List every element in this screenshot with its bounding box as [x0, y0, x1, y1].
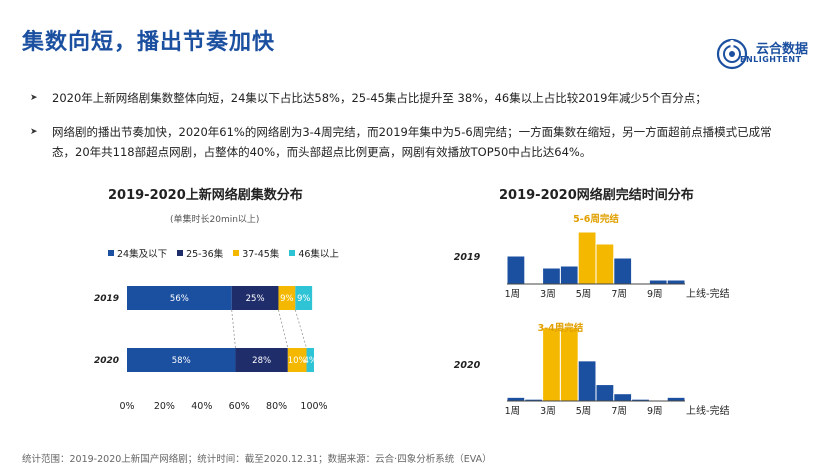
x-tick-label: 60% — [229, 401, 250, 412]
bar-segment — [306, 348, 314, 372]
x-tick-label: 7周 — [611, 289, 627, 300]
left-chart-subtitle: (单集时长20min以上) — [170, 215, 260, 225]
bullet-2: ➤ 网络剧的播出节奏加快，2020年61%的网络剧为3-4周完结，而2019年集… — [30, 122, 774, 162]
legend-label: 25-36集 — [186, 249, 224, 260]
data-label: 25% — [246, 294, 265, 304]
legend-swatch — [289, 250, 296, 256]
legend-swatch — [233, 250, 240, 256]
x-tick-label: 7周 — [611, 406, 627, 417]
legend-swatch — [177, 250, 184, 256]
x-tick-label: 40% — [191, 401, 212, 412]
x-axis-label: 上线-完结 — [686, 287, 730, 300]
panel-year-label: 2019 — [454, 252, 481, 263]
highlight-annotation: 5-6周完结 — [573, 213, 619, 225]
highlight-annotation: 3-4周完结 — [538, 322, 584, 334]
histogram-bar — [559, 265, 579, 285]
legend-label: 46集以上 — [298, 249, 339, 260]
bar-segment — [278, 286, 296, 310]
x-axis-label: 上线-完结 — [686, 404, 730, 417]
histogram-bar — [666, 279, 686, 285]
bar-segment — [295, 286, 313, 310]
logo-name: 云合数据 — [756, 42, 809, 57]
category-label: 2019 — [94, 294, 119, 304]
bullet-arrow-icon: ➤ — [30, 127, 38, 137]
histogram-bar — [542, 327, 561, 402]
page-title: 集数向短，播出节奏加快 — [22, 30, 276, 55]
histogram-bar — [666, 396, 686, 402]
histogram-bar — [542, 267, 561, 285]
data-label: 28% — [252, 356, 271, 366]
histogram-bar — [506, 255, 526, 285]
x-tick-label: 0% — [119, 401, 134, 412]
data-label: 56% — [170, 294, 189, 304]
x-tick-label: 20% — [154, 401, 175, 412]
histogram-bar — [559, 327, 579, 402]
category-label: 2020 — [94, 356, 119, 366]
histogram-bar — [613, 393, 633, 402]
x-tick-label: 80% — [266, 401, 287, 412]
data-label: 9% — [280, 294, 294, 304]
bullet-1: ➤ 2020年上新网络剧集数整体向短，24集以下占比达58%，25-45集占比提… — [30, 88, 774, 108]
logo-sub: ENLIGHTENT — [740, 55, 802, 64]
panel-year-label: 2020 — [454, 360, 481, 371]
legend-label: 24集及以下 — [117, 249, 168, 260]
histogram-bar — [577, 360, 597, 402]
histogram-bar — [577, 231, 597, 285]
histogram-bar — [506, 396, 526, 402]
histogram-bar — [613, 257, 633, 285]
x-tick-label: 5周 — [576, 406, 592, 417]
histogram-bar — [595, 384, 615, 402]
series-connector-line — [231, 309, 236, 349]
x-tick-label: 100% — [300, 401, 327, 412]
series-connector-line — [278, 309, 289, 349]
bullet-2-text: 网络剧的播出节奏加快，2020年61%的网络剧为3-4周完结，而2019年集中为… — [52, 125, 772, 159]
bar-segment — [127, 286, 232, 310]
bar-segment — [235, 348, 288, 372]
logo-icon — [716, 38, 748, 70]
x-tick-label: 9周 — [647, 406, 663, 417]
data-label: 10% — [288, 356, 307, 366]
left-chart-legend: 24集及以下 25-36集 37-45集 46集以上 — [108, 246, 349, 260]
data-label: 4% — [304, 356, 318, 366]
bullet-1-text: 2020年上新网络剧集数整体向短，24集以下占比达58%，25-45集占比提升至… — [52, 91, 707, 105]
bar-segment — [231, 286, 279, 310]
x-tick-label: 5周 — [576, 289, 592, 300]
x-tick-label: 3周 — [540, 406, 556, 417]
histogram-bar — [595, 243, 615, 285]
x-tick-label: 1周 — [505, 289, 521, 300]
histogram-chart: 20191周 3周 5周 7周 9周 上线-完结5-6周完结20201周 3周 5周 7周 9周上… — [454, 213, 730, 417]
left-chart-title: 2019-2020上新网络剧集数分布 — [108, 188, 303, 203]
legend-label: 37-45集 — [242, 249, 280, 260]
stacked-bar-chart: 2019 56% 25% 9% 9% 2020 58% 28% 10%4% 0% 20% 40% 60%… — [94, 286, 328, 412]
x-tick-label: 1周 — [505, 406, 521, 417]
series-connector-line — [294, 309, 307, 349]
histogram-bar — [648, 279, 668, 285]
bar-segment — [127, 348, 236, 372]
data-label: 58% — [172, 356, 191, 366]
x-tick-label: 3周 — [540, 289, 556, 300]
bar-segment — [287, 348, 307, 372]
bullet-arrow-icon: ➤ — [30, 93, 38, 103]
x-tick-label: 9周 — [647, 289, 663, 300]
legend-swatch — [108, 250, 114, 256]
footer-note: 统计范围：2019-2020上新国产网络剧；统计时间：截至2020.12.31；… — [22, 454, 492, 465]
data-label: 9% — [297, 294, 311, 304]
right-chart-title: 2019-2020网络剧完结时间分布 — [499, 188, 694, 203]
